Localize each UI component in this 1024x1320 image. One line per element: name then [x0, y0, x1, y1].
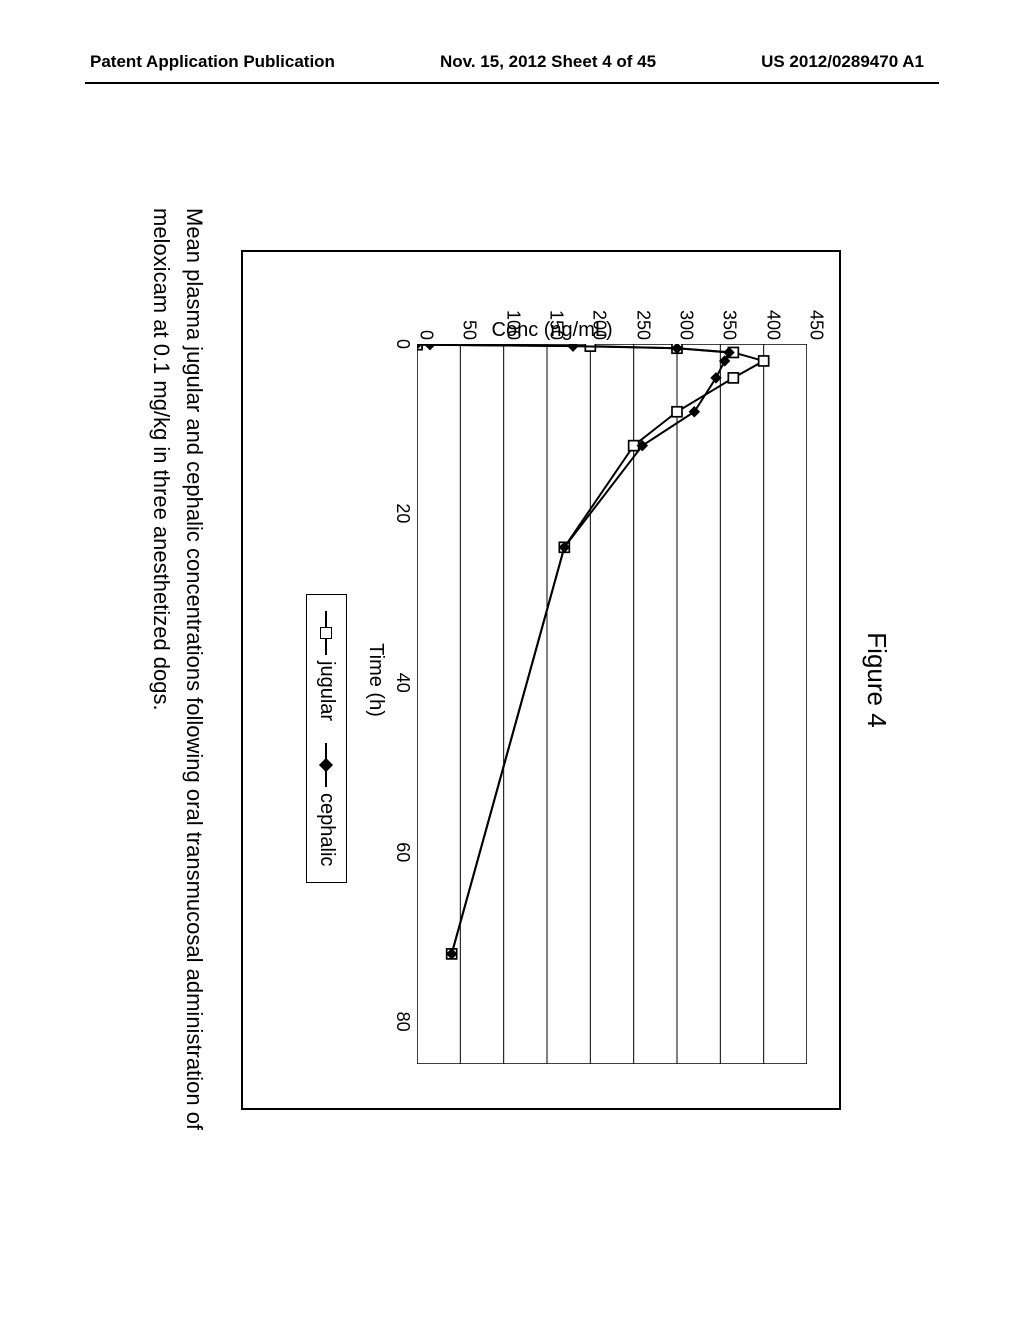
header-right: US 2012/0289470 A1	[761, 52, 924, 72]
x-tick-label: 60	[392, 842, 413, 862]
open-square-icon	[321, 627, 333, 639]
y-tick-label: 100	[502, 296, 523, 340]
x-tick-label: 20	[392, 503, 413, 523]
filled-diamond-icon	[319, 758, 333, 772]
y-tick-label: 400	[762, 296, 783, 340]
legend-line-jugular	[326, 611, 328, 655]
page-header: Patent Application Publication Nov. 15, …	[0, 52, 1024, 72]
y-tick-label: 150	[546, 296, 567, 340]
legend-label-cephalic: cephalic	[315, 793, 338, 866]
figure-area: Figure 4 Conc (ng/mL) 050100150200250300…	[0, 140, 1024, 1220]
legend-label-jugular: jugular	[315, 661, 338, 721]
y-tick-label: 300	[676, 296, 697, 340]
header-divider	[85, 82, 939, 84]
chart-frame: Conc (ng/mL) 050100150200250300350400450…	[241, 250, 841, 1110]
rotated-figure: Figure 4 Conc (ng/mL) 050100150200250300…	[132, 168, 892, 1192]
x-tick-label: 0	[392, 339, 413, 349]
header-center: Nov. 15, 2012 Sheet 4 of 45	[440, 52, 656, 72]
x-tick-label: 80	[392, 1012, 413, 1032]
legend-line-cephalic	[326, 743, 328, 787]
figure-title: Figure 4	[861, 168, 892, 1192]
plot-wrap: Conc (ng/mL) 050100150200250300350400450…	[265, 274, 807, 1086]
legend-item-jugular: jugular	[315, 611, 338, 721]
legend: jugular cephalic	[306, 594, 347, 883]
y-tick-label: 50	[459, 296, 480, 340]
y-tick-label: 350	[719, 296, 740, 340]
x-tick-label: 40	[392, 673, 413, 693]
y-tick-label: 250	[632, 296, 653, 340]
y-tick-label: 450	[806, 296, 827, 340]
y-tick-label: 200	[589, 296, 610, 340]
header-left: Patent Application Publication	[90, 52, 335, 72]
legend-item-cephalic: cephalic	[315, 743, 338, 866]
y-tick-label: 0	[416, 296, 437, 340]
chart-plot	[417, 344, 807, 1064]
x-axis-label: Time (h)	[364, 643, 387, 717]
y-tick-labels: 050100150200250300350400450	[426, 296, 816, 340]
figure-caption: Mean plasma jugular and cephalic concent…	[145, 208, 211, 1168]
